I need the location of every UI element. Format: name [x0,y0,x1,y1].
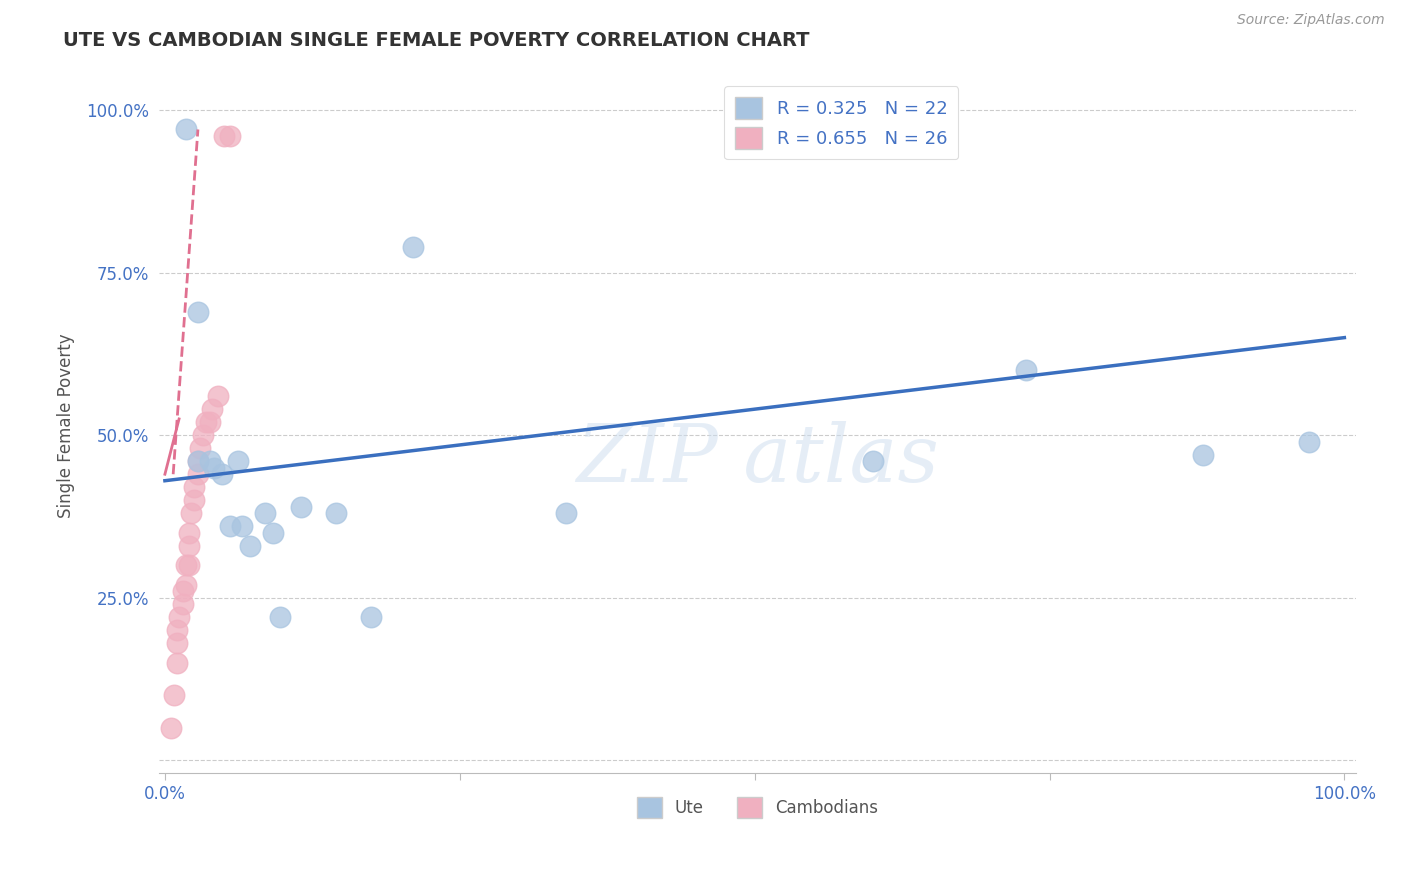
Point [226,454,249,468]
Point [188,441,211,455]
Point [207,389,229,403]
Point [166,656,188,670]
Point [166,624,188,638]
Point [177,539,200,553]
Legend: Ute, Cambodians: Ute, Cambodians [630,790,886,824]
Point [177,558,200,573]
Point [163,689,186,703]
Point [167,610,190,624]
Point [187,454,209,468]
Point [187,304,209,318]
Point [1298,434,1320,449]
Point [862,454,884,468]
Point [174,578,197,592]
Point [195,415,218,429]
Point [191,428,214,442]
Point [174,558,197,573]
Point [1015,363,1038,377]
Point [231,519,253,533]
Point [159,721,181,735]
Point [177,525,200,540]
Point [166,636,188,650]
Point [187,454,209,468]
Point [555,506,578,520]
Point [201,402,224,417]
Point [270,610,292,624]
Point [183,493,205,508]
Point [204,460,226,475]
Point [1192,448,1215,462]
Text: Source: ZipAtlas.com: Source: ZipAtlas.com [1237,13,1385,28]
Point [239,539,262,553]
Point [187,467,209,482]
Point [218,128,240,143]
Text: ZIP atlas: ZIP atlas [576,422,939,499]
Text: UTE VS CAMBODIAN SINGLE FEMALE POVERTY CORRELATION CHART: UTE VS CAMBODIAN SINGLE FEMALE POVERTY C… [63,31,810,50]
Point [198,415,221,429]
Point [212,128,235,143]
Point [211,467,233,482]
Point [325,506,347,520]
Point [262,525,284,540]
Point [174,122,197,136]
Point [290,500,312,514]
Point [218,519,240,533]
Point [198,454,221,468]
Point [183,480,205,494]
Y-axis label: Single Female Poverty: Single Female Poverty [58,333,75,517]
Point [180,506,202,520]
Point [254,506,277,520]
Point [360,610,382,624]
Point [172,597,194,611]
Point [172,584,194,599]
Point [401,239,423,253]
